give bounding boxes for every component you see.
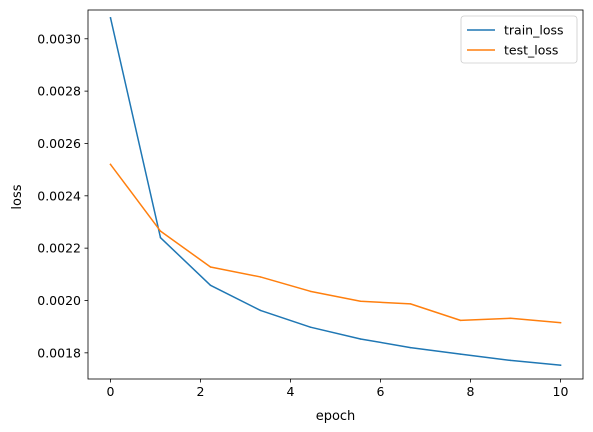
y-tick-label: 0.0020 — [37, 293, 81, 308]
x-tick-label: 0 — [107, 384, 115, 399]
data-point-test-loss — [559, 321, 562, 324]
y-tick-label: 0.0026 — [37, 136, 81, 151]
y-tick-label: 0.0028 — [37, 84, 81, 99]
x-tick-label: 4 — [287, 384, 295, 399]
plot-frame — [87, 9, 584, 380]
legend-label-test-loss: test_loss — [504, 43, 558, 58]
y-tick-label: 0.0018 — [37, 345, 81, 360]
series-line-train-loss — [109, 16, 562, 366]
data-point-train-loss — [359, 338, 362, 340]
y-axis-ticks: 0.0018 0.0020 0.0022 0.0024 0.0026 0.0028 0.00… — [37, 31, 88, 360]
y-tick-label: 0.0024 — [37, 188, 81, 203]
x-tick-label: 8 — [467, 384, 475, 399]
legend-box — [460, 15, 578, 64]
data-point-train-loss — [409, 346, 412, 349]
x-axis-label: epoch — [316, 409, 356, 424]
y-axis-label: loss — [10, 184, 25, 209]
data-point-train-loss — [509, 359, 512, 362]
data-point-test-loss — [409, 303, 412, 305]
x-tick-label: 6 — [377, 384, 385, 399]
series-layer — [109, 16, 562, 366]
data-point-test-loss — [359, 300, 362, 303]
data-point-test-loss — [259, 276, 262, 278]
data-point-train-loss — [259, 309, 262, 312]
data-point-test-loss — [459, 319, 462, 322]
data-point-test-loss — [509, 317, 512, 320]
y-tick-label: 0.0022 — [37, 241, 81, 256]
data-point-train-loss — [159, 236, 162, 239]
x-tick-label: 10 — [553, 384, 569, 399]
y-tick-label: 0.0030 — [37, 31, 81, 46]
data-point-test-loss — [209, 266, 212, 268]
data-point-train-loss — [559, 364, 562, 366]
data-point-train-loss — [459, 353, 462, 355]
plot-area — [88, 10, 583, 379]
data-point-test-loss — [109, 163, 112, 166]
series-line-test-loss — [109, 163, 562, 324]
x-axis-ticks: 0 2 4 6 8 10 — [107, 379, 569, 399]
legend-label-train-loss: train_loss — [504, 23, 564, 38]
data-point-test-loss — [309, 290, 312, 293]
data-point-train-loss — [309, 326, 312, 328]
data-point-test-loss — [159, 230, 162, 232]
x-tick-label: 2 — [197, 384, 205, 399]
data-point-train-loss — [109, 17, 112, 19]
legend: train_loss test_loss — [460, 15, 578, 64]
data-point-train-loss — [209, 284, 212, 287]
